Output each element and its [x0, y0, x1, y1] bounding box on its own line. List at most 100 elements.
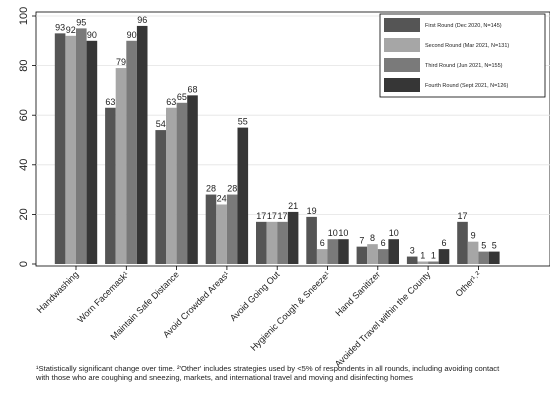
bar-value-label: 19: [307, 206, 317, 216]
footnote: ¹Statistically significant change over t…: [36, 364, 546, 382]
bar-value-label: 1: [431, 251, 436, 261]
y-axis: 0 20 40 60 80 100: [18, 7, 36, 267]
bar-value-label: 90: [127, 30, 137, 40]
bar-value-label: 90: [87, 30, 97, 40]
bar-value-label: 8: [370, 233, 375, 243]
bar: [166, 107, 177, 264]
bar: [155, 130, 166, 264]
y-tick-label: 40: [18, 159, 30, 171]
bar: [277, 221, 288, 264]
legend-label: Second Round (Mar 2021, N=131): [425, 43, 509, 49]
legend-label: Third Round (Jun 2021, N=155): [425, 63, 503, 69]
bar: [478, 251, 489, 264]
bar-value-label: 95: [76, 17, 86, 27]
bar-value-label: 24: [217, 193, 227, 203]
category-label: Hand Sanitizer: [333, 269, 382, 318]
bar: [406, 256, 418, 264]
bar-value-label: 10: [328, 228, 338, 238]
legend-swatch: [384, 58, 420, 72]
bar: [306, 216, 317, 264]
bar-value-label: 6: [441, 238, 446, 248]
bar-value-label: 10: [338, 228, 348, 238]
legend-label: Fourth Round (Sept 2021, N=126): [425, 83, 508, 89]
legend-swatch: [384, 78, 420, 92]
bar-value-label: 65: [177, 92, 187, 102]
bar: [176, 102, 188, 264]
bar-value-label: 17: [457, 211, 467, 221]
bar-value-label: 68: [187, 84, 197, 94]
category-label: Handwashing: [35, 269, 81, 315]
bar-value-label: 92: [66, 25, 76, 35]
bar-value-label: 54: [156, 119, 166, 129]
bar: [287, 211, 299, 264]
bar-value-label: 6: [381, 238, 386, 248]
category-label: Avoided Travel within the County: [333, 269, 433, 369]
bar-value-label: 6: [320, 238, 325, 248]
bar-value-label: 10: [389, 228, 399, 238]
bar: [86, 40, 98, 264]
bar-value-label: 5: [492, 241, 497, 251]
bar: [226, 194, 238, 264]
y-tick-label: 80: [18, 59, 30, 71]
bar: [388, 239, 399, 264]
bar: [428, 261, 439, 264]
bar-value-label: 17: [277, 211, 287, 221]
bar-value-label: 21: [288, 201, 298, 211]
bar: [266, 221, 278, 264]
bar: [367, 244, 378, 264]
y-tick-label: 60: [18, 109, 30, 121]
bar: [65, 35, 76, 265]
category-label: Other¹˒²: [453, 269, 482, 298]
bar-value-label: 79: [116, 57, 126, 67]
bar-value-label: 28: [227, 184, 237, 194]
bar-value-label: 17: [267, 211, 277, 221]
legend: First Round (Dec 2020, N=145) Second Roun…: [379, 13, 546, 98]
bar: [457, 221, 468, 264]
category-label: Avoid Going Out: [228, 269, 282, 323]
bar-value-label: 63: [166, 97, 176, 107]
legend-swatch: [384, 18, 420, 32]
bar: [417, 261, 429, 264]
bar-value-label: 9: [471, 231, 476, 241]
bar: [316, 249, 328, 264]
footnote-line-2: with those who are coughing and sneezing…: [36, 373, 413, 382]
bar: [216, 204, 227, 264]
bar: [356, 246, 368, 264]
legend-label: First Round (Dec 2020, N=145): [425, 23, 502, 29]
bar-value-label: 55: [238, 117, 248, 127]
bar-value-label: 28: [206, 184, 216, 194]
bar: [136, 25, 148, 265]
bar-value-label: 96: [137, 15, 147, 25]
bar-value-label: 3: [410, 246, 415, 256]
bar: [105, 107, 116, 264]
bar: [377, 249, 389, 264]
bar: [489, 251, 500, 264]
bar: [467, 241, 479, 264]
legend-swatch: [384, 38, 420, 52]
bar-value-label: 7: [359, 236, 364, 246]
bar: [327, 239, 339, 264]
bar: [338, 239, 349, 264]
bar-value-label: 93: [55, 22, 65, 32]
bar-value-label: 1: [420, 251, 425, 261]
bar: [237, 127, 249, 264]
bar: [438, 249, 450, 264]
bars: [54, 25, 500, 265]
y-tick-label: 20: [18, 208, 30, 220]
bar-value-label: 17: [256, 211, 266, 221]
bar-value-label: 5: [481, 241, 486, 251]
bar-value-label: 63: [105, 97, 115, 107]
bar: [54, 33, 66, 264]
bar: [126, 40, 137, 264]
bar: [256, 221, 267, 264]
bar: [115, 68, 127, 264]
footnote-line-1: ¹Statistically significant change over t…: [36, 364, 500, 373]
category-label: Worn Facemask¹: [75, 269, 130, 324]
y-tick-label: 100: [18, 7, 30, 25]
y-tick-label: 0: [18, 261, 30, 267]
bar: [76, 28, 87, 265]
